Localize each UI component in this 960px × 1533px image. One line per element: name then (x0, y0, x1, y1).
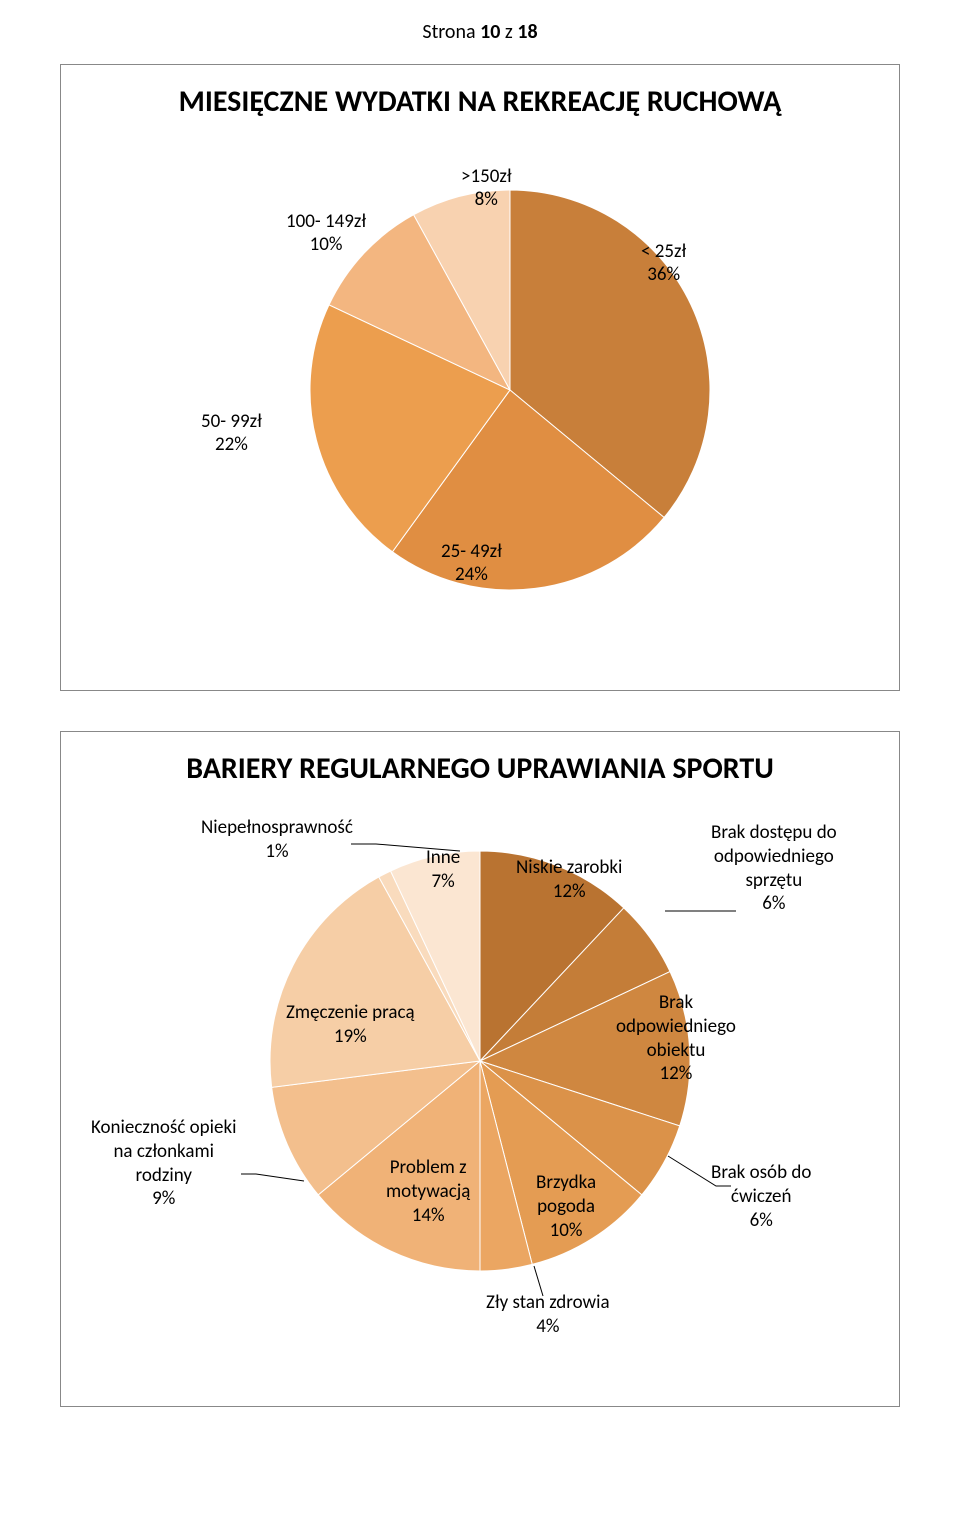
chart-label: < 25zł 36% (641, 240, 686, 288)
page-header: Strona 10 z 18 (60, 20, 900, 44)
chart-label: 25- 49zł 24% (441, 540, 502, 588)
chart-1-area: >150zł 8% 100- 149zł 10% < 25zł 36% 50- 99z… (71, 150, 889, 670)
chart-label: Brak odpowiedniego obiektu 12% (616, 991, 736, 1086)
pie-svg (71, 150, 889, 670)
chart-2-title: BARIERY REGULARNEGO UPRAWIANIA SPORTU (71, 752, 889, 787)
chart-label: Niskie zarobki 12% (516, 856, 622, 904)
page: Strona 10 z 18 MIESIĘCZNE WYDATKI NA REK… (0, 0, 960, 1487)
chart-label: Zmęczenie pracą 19% (286, 1001, 415, 1049)
chart-1-title: MIESIĘCZNE WYDATKI NA REKREACJĘ RUCHOWĄ (71, 85, 889, 120)
chart-label: Konieczność opieki na członkami rodziny … (91, 1116, 236, 1211)
chart-2-box: BARIERY REGULARNEGO UPRAWIANIA SPORTU Ni… (60, 731, 900, 1408)
chart-label: Niepełnosprawność 1% (201, 816, 353, 864)
page-header-mid: z (500, 20, 517, 44)
page-header-total: 18 (517, 20, 537, 44)
chart-label: Brak dostępu do odpowiedniego sprzętu 6% (711, 821, 837, 916)
chart-label: Problem z motywacją 14% (386, 1156, 470, 1227)
chart-label: 50- 99zł 22% (201, 410, 262, 458)
chart-label: Brak osób do ćwiczeń 6% (711, 1161, 811, 1232)
chart-label: Brzydka pogoda 10% (536, 1171, 596, 1242)
chart-label: 100- 149zł 10% (286, 210, 366, 258)
leader-line (241, 1174, 304, 1181)
chart-label: >150zł 8% (461, 165, 512, 213)
page-header-prefix: Strona (422, 20, 480, 44)
chart-label: Zły stan zdrowia 4% (486, 1291, 610, 1339)
chart-1-box: MIESIĘCZNE WYDATKI NA REKREACJĘ RUCHOWĄ … (60, 64, 900, 691)
chart-label: Inne 7% (426, 846, 460, 894)
page-header-num: 10 (480, 20, 500, 44)
chart-2-area: Niepełnosprawność 1% Inne 7% Niskie zarobk… (71, 816, 889, 1356)
